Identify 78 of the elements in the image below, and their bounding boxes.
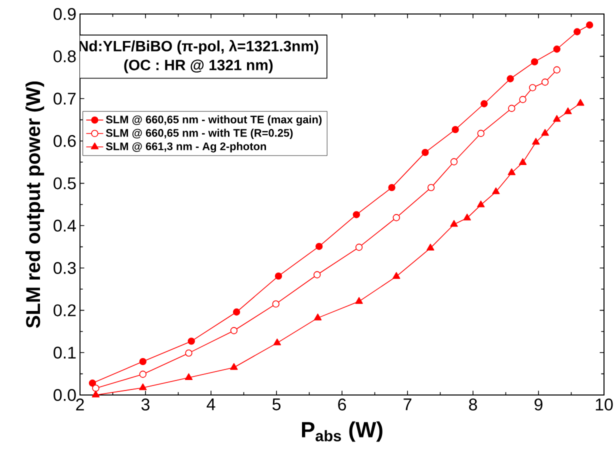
point <box>452 126 459 134</box>
legend-label: SLM @ 660,65 nm - with TE (R=0.25) <box>106 128 293 139</box>
x-tick-label: 10 <box>596 398 613 411</box>
y-tick-label: 0.6 <box>54 134 76 147</box>
annotation: Nd:YLF/BiBO (π-pol, λ=1321.3nm) <box>78 40 318 54</box>
point <box>477 200 485 208</box>
y-tick-label: 0.0 <box>54 388 76 401</box>
point <box>314 271 321 278</box>
point <box>541 128 549 136</box>
point <box>506 75 514 82</box>
point <box>480 100 488 108</box>
x-axis-title: P$_{abs}$ (W) <box>302 421 382 442</box>
point <box>530 58 538 66</box>
point <box>450 220 458 227</box>
point <box>185 349 192 357</box>
point <box>139 358 146 366</box>
point <box>463 214 471 220</box>
point <box>552 115 561 122</box>
point <box>273 338 282 346</box>
x-tick-label: 4 <box>206 398 216 410</box>
point <box>355 244 363 251</box>
point <box>92 384 100 392</box>
point <box>574 28 581 36</box>
annotation: (OC : HR @ 1321 nm) <box>124 59 273 74</box>
y-tick-label: 0.2 <box>54 304 76 316</box>
y-tick-label: 0.3 <box>54 262 76 274</box>
point <box>315 242 323 250</box>
x-tick-label: 2 <box>76 398 84 410</box>
x-tick-label: 6 <box>338 398 346 411</box>
x-tick-label: 8 <box>469 398 477 411</box>
point <box>422 148 429 156</box>
y-axis-title: SLM red output power (W) <box>26 82 44 328</box>
y-tick-label: 0.1 <box>54 346 76 359</box>
point <box>532 138 540 145</box>
point <box>184 373 193 380</box>
point <box>508 104 516 112</box>
x-tick-label: 9 <box>534 398 542 411</box>
point <box>232 308 240 316</box>
point <box>139 383 147 390</box>
point <box>553 66 560 74</box>
point <box>314 314 322 320</box>
x-tick-label: 7 <box>404 398 412 410</box>
x-tick-label: 3 <box>141 398 150 411</box>
point <box>188 338 195 345</box>
point <box>92 390 100 398</box>
point <box>272 300 280 308</box>
legend-label: SLM @ 661,3 nm - Ag 2-photon <box>106 142 266 152</box>
point <box>553 46 560 53</box>
point <box>274 272 282 280</box>
point <box>576 98 584 106</box>
point <box>586 21 594 29</box>
point <box>230 363 238 370</box>
point <box>518 158 527 165</box>
point <box>388 184 396 192</box>
point <box>492 187 500 194</box>
point <box>230 327 238 334</box>
y-tick-label: 0.4 <box>54 220 76 232</box>
y-tick-label: 0.8 <box>54 50 76 62</box>
point <box>355 297 363 304</box>
point <box>426 244 434 250</box>
y-tick-label: 0.5 <box>54 177 76 190</box>
y-tick-label: 0.9 <box>54 8 76 20</box>
point <box>477 130 484 137</box>
point <box>392 214 400 222</box>
x-tick-label: 5 <box>272 398 280 410</box>
point <box>88 380 96 387</box>
point <box>139 370 146 378</box>
y-tick-label: 0.7 <box>54 92 76 105</box>
point <box>450 158 458 166</box>
legend-label: SLM @ 660,65 nm - without TE (max gain) <box>106 115 322 126</box>
point <box>529 84 536 92</box>
point <box>541 78 549 86</box>
point <box>564 107 572 114</box>
point <box>508 168 516 176</box>
point <box>519 96 526 104</box>
point <box>428 184 435 192</box>
point <box>352 211 360 218</box>
point <box>392 272 400 279</box>
